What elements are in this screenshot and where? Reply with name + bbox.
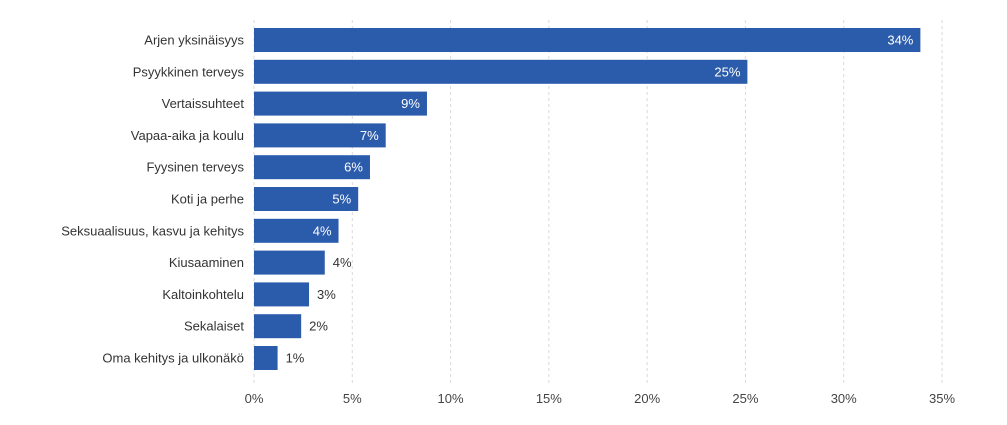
category-label: Kaltoinkohtelu (162, 287, 244, 302)
category-label: Oma kehitys ja ulkonäkö (102, 351, 244, 366)
category-label: Arjen yksinäisyys (144, 33, 244, 48)
x-tick-label: 25% (732, 391, 758, 406)
x-tick-label: 0% (245, 391, 264, 406)
category-label: Fyysinen terveys (146, 160, 244, 175)
data-label: 7% (360, 128, 379, 143)
category-label: Kiusaaminen (169, 255, 244, 270)
x-tick-label: 35% (929, 391, 955, 406)
x-tick-label: 5% (343, 391, 362, 406)
bars (254, 28, 921, 370)
category-label: Vertaissuhteet (162, 96, 245, 111)
data-label: 6% (344, 160, 363, 175)
category-label: Koti ja perhe (171, 192, 244, 207)
data-label: 2% (309, 319, 328, 334)
category-label: Psyykkinen terveys (133, 64, 245, 79)
x-tick-label: 20% (634, 391, 660, 406)
x-tick-label: 15% (536, 391, 562, 406)
category-label: Sekalaiset (184, 319, 244, 334)
data-label: 4% (333, 255, 352, 270)
data-label: 4% (313, 223, 332, 238)
data-label: 5% (332, 192, 351, 207)
data-label: 1% (286, 351, 305, 366)
bar (254, 187, 359, 211)
bar (254, 314, 302, 339)
data-label: 25% (714, 64, 740, 79)
bar (254, 123, 386, 148)
x-tick-label: 10% (438, 391, 464, 406)
bar (254, 218, 339, 243)
x-axis-tick-labels: 0% 5% 10% 15% 20% 25% 30% 35% (245, 391, 956, 406)
bar (254, 346, 278, 370)
category-labels: Arjen yksinäisyys Psyykkinen terveys Verta… (61, 33, 244, 366)
bar (254, 59, 748, 84)
bar (254, 250, 325, 275)
data-label: 3% (317, 287, 336, 302)
bar (254, 91, 427, 116)
data-labels: 34% 25% 9% 7% 6% 5% 4% 4% 3% 2% 1% (286, 33, 914, 366)
bar (254, 282, 310, 307)
x-tick-label: 30% (831, 391, 857, 406)
data-label: 9% (401, 96, 420, 111)
category-label: Seksuaalisuus, kasvu ja kehitys (61, 223, 244, 238)
bar (254, 28, 921, 52)
data-label: 34% (887, 33, 913, 48)
category-label: Vapaa-aika ja koulu (131, 128, 244, 143)
bar (254, 155, 370, 180)
